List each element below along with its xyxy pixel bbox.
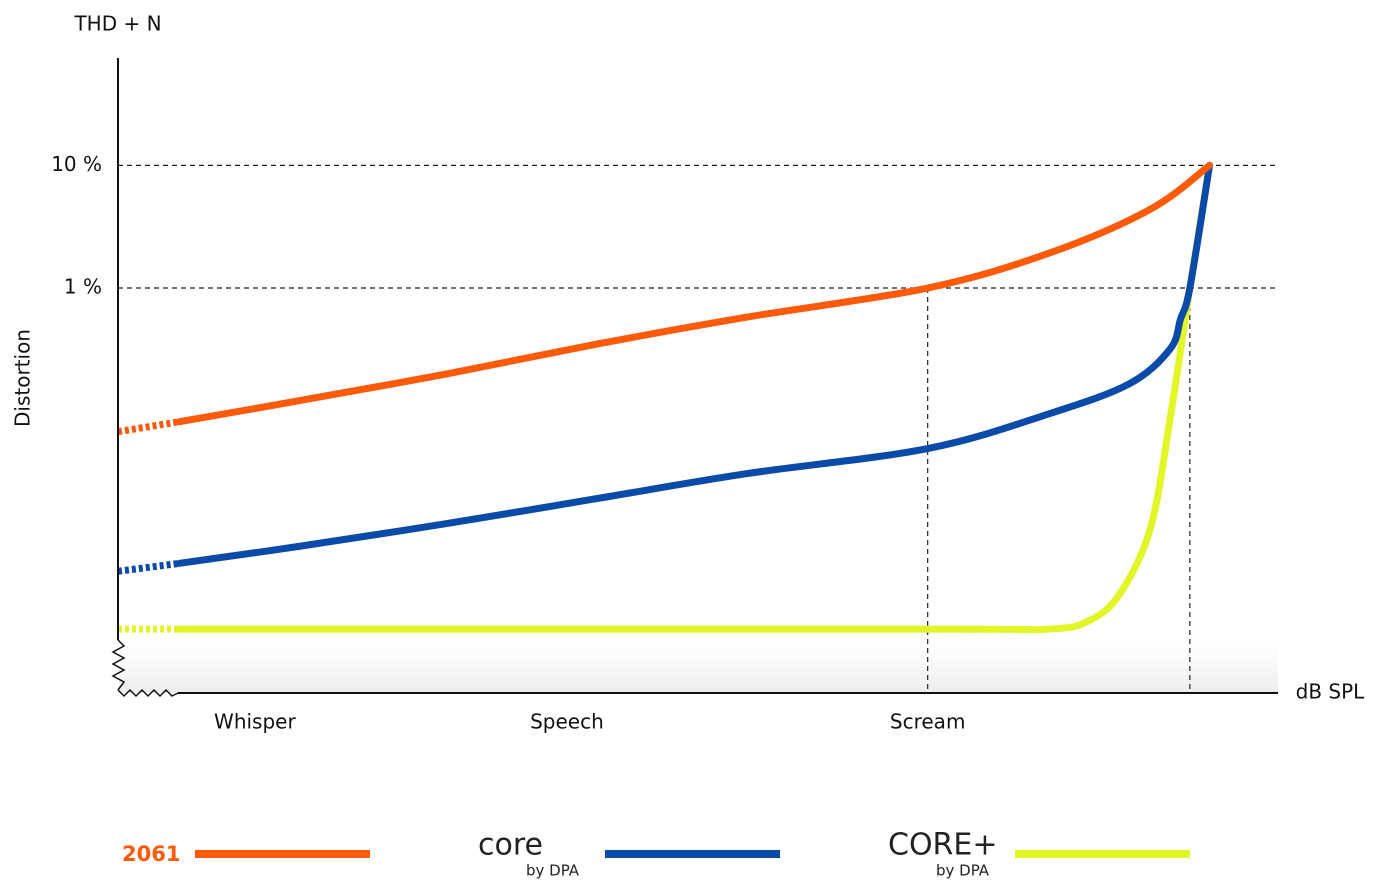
x-label: dB SPL (1296, 680, 1366, 704)
axis-break (111, 639, 126, 691)
series-line (175, 161, 1214, 567)
axis-break (117, 688, 179, 698)
legend-label: CORE+ (888, 828, 998, 863)
series-lead-in (117, 559, 180, 575)
legend-label: 2061 (122, 842, 180, 866)
legend-label: core (478, 828, 543, 863)
series-line (175, 161, 1214, 634)
legend-sublabel: by DPA (526, 862, 580, 880)
y-title: THD + N (73, 12, 161, 36)
x-tick-label: Speech (530, 710, 604, 734)
x-tick-label: Whisper (214, 710, 296, 734)
legend-sublabel: by DPA (936, 862, 990, 880)
y-tick-label: 1 % (64, 275, 102, 299)
y-tick-label: 10 % (51, 152, 102, 176)
series-line (175, 161, 1214, 426)
x-tick-label: Scream (890, 710, 966, 734)
y-label: Distortion (11, 329, 35, 427)
plot (117, 161, 1278, 693)
floor-shade (119, 640, 1278, 693)
series-lead-in (117, 418, 181, 436)
